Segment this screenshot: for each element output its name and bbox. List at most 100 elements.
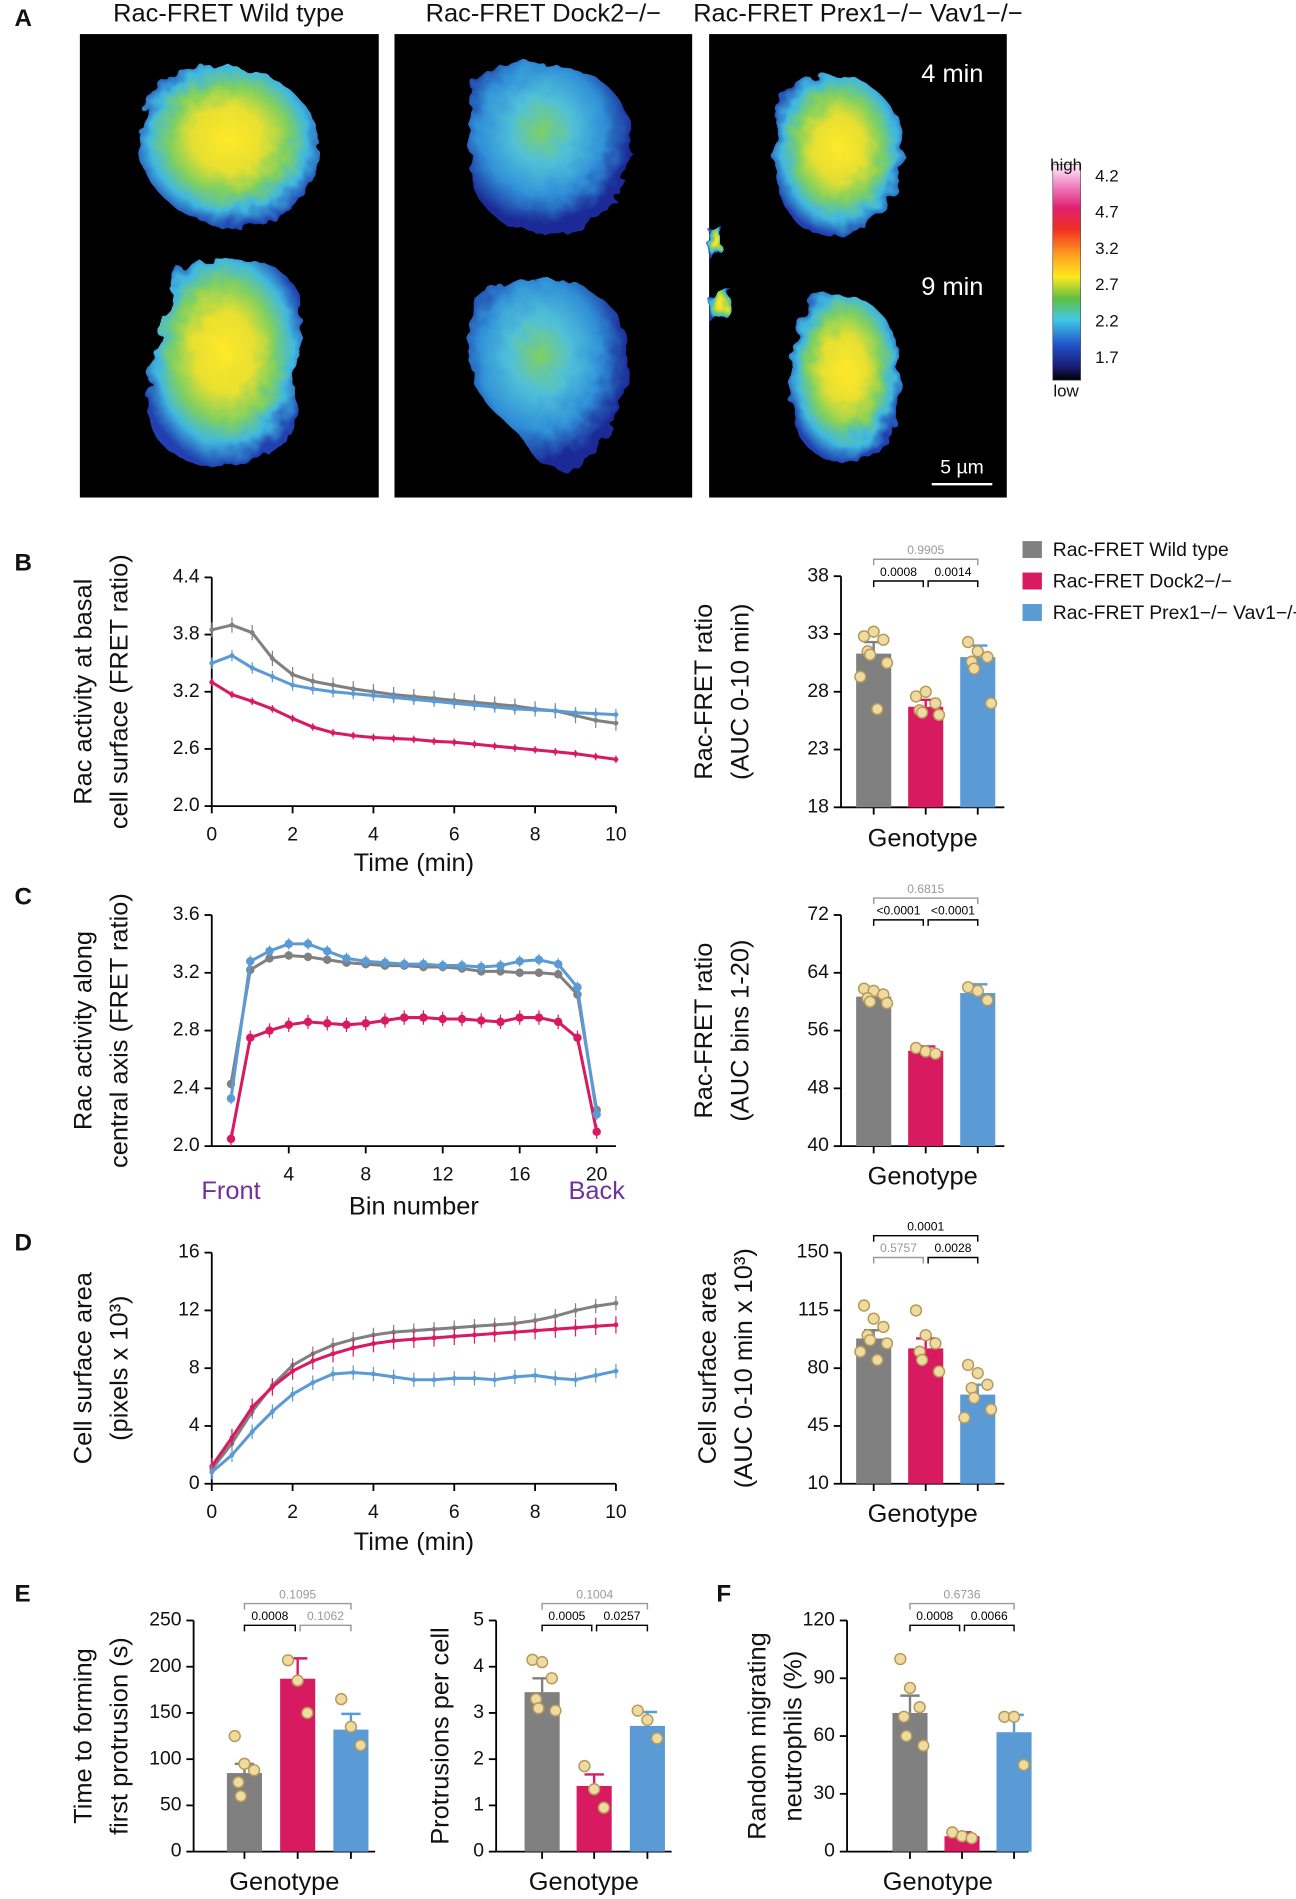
x-tick-label: 8	[530, 1501, 541, 1523]
y-tick-label: 4.4	[173, 566, 200, 588]
panel-label: A	[15, 5, 32, 32]
cell	[469, 62, 632, 233]
marker	[593, 1372, 599, 1378]
p-value: <0.0001	[931, 904, 975, 918]
comparison-bracket	[872, 1256, 925, 1264]
marker	[593, 1303, 599, 1309]
y-tick-label: 200	[149, 1655, 182, 1677]
marker	[553, 959, 563, 969]
x-tick-label: 6	[449, 1501, 460, 1523]
data-point	[857, 630, 871, 643]
bar	[280, 1678, 316, 1852]
column-title: Rac-FRET Prex1−/− Vav1−/−	[693, 0, 1023, 27]
marker	[361, 1019, 370, 1028]
y-tick-label: 115	[798, 1299, 829, 1321]
y-tick-label: 8	[189, 1356, 200, 1378]
marker	[209, 627, 215, 633]
marker	[226, 1134, 236, 1144]
y-tick-label: 2.8	[173, 1019, 200, 1041]
comparison-bracket	[243, 1602, 352, 1610]
marker	[472, 1375, 477, 1381]
x-tick-label: 2	[287, 823, 298, 845]
data-point	[981, 994, 994, 1007]
marker	[613, 1322, 619, 1328]
data-point	[900, 1729, 913, 1743]
marker	[310, 724, 316, 730]
colorbar	[1052, 164, 1081, 381]
marker	[573, 983, 582, 992]
marker	[249, 1429, 255, 1435]
cell	[790, 292, 901, 463]
y-axis-label: central axis (FRET ratio)	[106, 893, 134, 1168]
marker	[269, 1409, 275, 1414]
marker	[492, 1331, 498, 1336]
p-value: <0.0001	[876, 904, 920, 918]
marker	[226, 1094, 236, 1103]
marker	[438, 961, 447, 970]
marker	[342, 1020, 351, 1030]
marker	[350, 691, 356, 697]
comparison-bracket	[963, 1624, 1015, 1632]
legend-label: Rac-FRET Wild type	[1053, 539, 1229, 561]
y-tick-label: 0	[473, 1840, 484, 1862]
data-point	[877, 1320, 890, 1334]
marker	[391, 1338, 397, 1344]
y-tick-label: 3	[473, 1701, 484, 1723]
x-axis-label: Genotype	[529, 1868, 639, 1896]
data-point	[917, 1739, 930, 1752]
marker	[451, 1375, 457, 1381]
cell	[709, 226, 723, 260]
marker	[592, 1110, 601, 1119]
data-point	[965, 1381, 978, 1395]
p-value: 0.0008	[916, 1609, 953, 1623]
marker	[532, 747, 538, 753]
marker	[573, 751, 578, 757]
x-tick-label: 10	[605, 823, 627, 845]
data-point	[597, 1801, 611, 1814]
marker	[361, 957, 370, 966]
marker	[229, 1452, 235, 1458]
marker	[330, 689, 336, 695]
marker	[399, 1013, 409, 1022]
annotation: Back	[568, 1177, 625, 1205]
marker	[457, 961, 467, 970]
panel-label: D	[15, 1230, 32, 1257]
y-axis-label: (AUC bins 1-20)	[727, 940, 755, 1122]
data-point	[880, 996, 894, 1010]
comparison-bracket	[243, 1624, 296, 1632]
series	[209, 678, 619, 764]
y-axis-label: Rac-FRET ratio	[690, 604, 718, 780]
marker	[249, 698, 255, 704]
y-axis-label: Cell surface area	[694, 1271, 722, 1464]
marker	[290, 1391, 296, 1397]
marker	[593, 1323, 599, 1329]
y-tick-label: 18	[807, 795, 829, 817]
y-tick-label: 2.4	[173, 1076, 200, 1098]
y-tick-label: 150	[797, 1241, 830, 1263]
marker	[552, 1375, 558, 1381]
marker	[269, 706, 275, 712]
marker	[593, 754, 599, 759]
scale-bar-label: 5 µm	[940, 457, 983, 479]
marker	[457, 1014, 467, 1024]
y-axis-label: neutrophils (%)	[780, 1651, 808, 1822]
marker	[290, 716, 296, 721]
y-tick-label: 4	[473, 1655, 484, 1677]
comparison-bracket	[541, 1602, 649, 1610]
x-axis-label: Genotype	[883, 1868, 993, 1896]
p-value: 0.6736	[944, 1587, 981, 1601]
y-tick-label: 5	[473, 1609, 484, 1631]
marker	[431, 1335, 437, 1341]
bar	[856, 996, 892, 1147]
y-tick-label: 1	[473, 1794, 484, 1816]
marker	[290, 672, 296, 678]
comparison-bracket	[595, 1624, 649, 1632]
marker	[380, 1016, 390, 1025]
marker	[613, 712, 619, 718]
marker	[310, 686, 316, 692]
p-value: 0.1004	[576, 1587, 613, 1601]
marker	[613, 720, 619, 726]
data-point	[984, 697, 998, 710]
comparison-bracket	[909, 1624, 961, 1632]
